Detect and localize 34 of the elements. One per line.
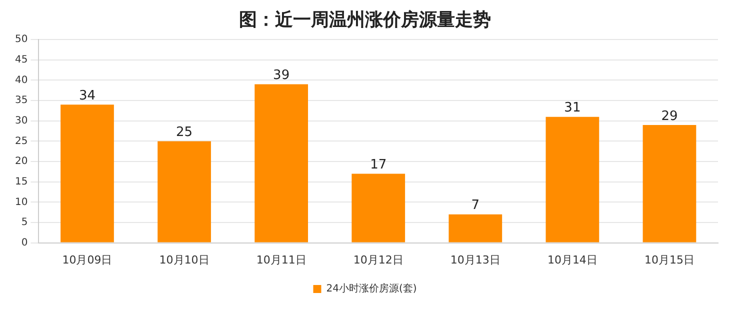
data-label: 17 xyxy=(370,158,387,173)
x-tick-label: 10月14日 xyxy=(547,253,598,266)
y-tick-label: 35 xyxy=(14,95,28,106)
y-tick-label: 15 xyxy=(14,176,28,188)
x-tick-label: 10月09日 xyxy=(62,253,112,266)
data-label: 31 xyxy=(564,100,581,116)
data-label: 29 xyxy=(661,108,678,124)
y-tick-label: 5 xyxy=(21,217,28,228)
bar xyxy=(352,174,406,242)
bar xyxy=(642,124,696,242)
y-tick-label: 25 xyxy=(14,136,28,147)
bar xyxy=(60,104,114,242)
data-label: 34 xyxy=(78,88,96,104)
y-tick-label: 40 xyxy=(14,74,28,86)
data-label: 39 xyxy=(273,68,290,84)
y-tick-label: 30 xyxy=(14,115,28,126)
data-label: 25 xyxy=(176,125,193,140)
y-tick-label: 0 xyxy=(21,237,28,248)
x-tick-label: 10月12日 xyxy=(353,253,404,266)
legend-label: 24小时涨价房源(套) xyxy=(326,282,417,295)
bar xyxy=(448,214,502,242)
x-tick-label: 10月13日 xyxy=(450,253,500,266)
y-tick-label: 10 xyxy=(14,196,28,208)
data-label: 7 xyxy=(471,198,480,214)
x-tick-label: 10月10日 xyxy=(159,253,210,266)
y-tick-label: 50 xyxy=(14,34,28,46)
bar xyxy=(158,141,211,242)
x-tick-label: 10月11日 xyxy=(256,253,306,266)
y-tick-label: 20 xyxy=(14,156,28,168)
bar xyxy=(546,116,600,242)
chart-title: 图：近一周温州涨价房源量走势 xyxy=(239,9,491,30)
y-tick-label: 45 xyxy=(14,54,28,66)
x-tick-label: 10月15日 xyxy=(644,253,694,266)
bar xyxy=(254,84,308,242)
